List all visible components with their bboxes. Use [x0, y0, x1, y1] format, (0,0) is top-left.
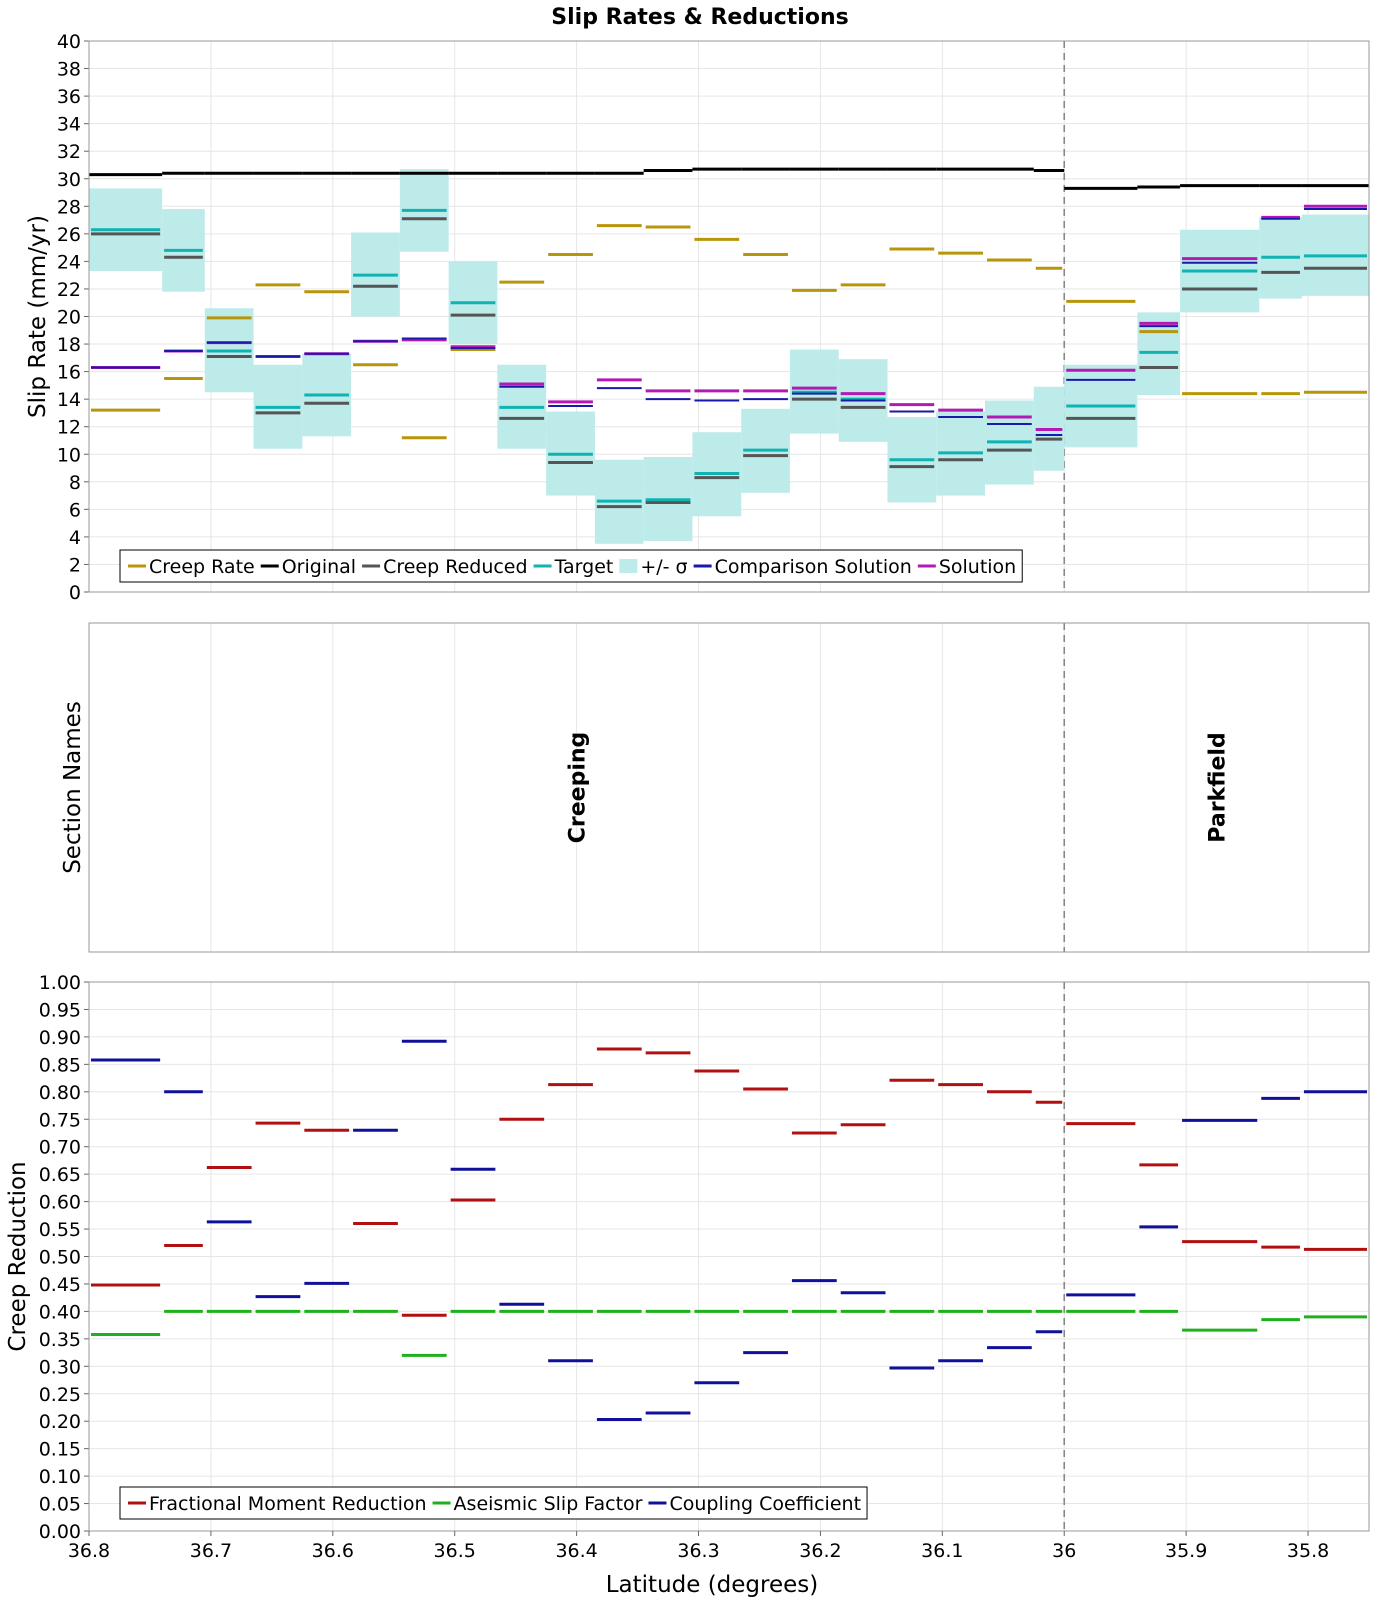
y-tick-label: 30 [57, 169, 81, 191]
y-tick-label: 0.95 [39, 999, 81, 1021]
y-tick-label: 0.05 [39, 1494, 81, 1516]
x-tick-label: 36.2 [799, 1540, 841, 1562]
x-tick-label: 36.4 [555, 1540, 597, 1562]
legend-entry: Aseismic Slip Factor [454, 1493, 643, 1515]
y-tick-label: 22 [57, 279, 81, 301]
y-tick-label: 0.60 [39, 1192, 81, 1214]
y-tick-label: 0.85 [39, 1054, 81, 1076]
plot-frame [88, 40, 1370, 593]
y-tick-label: 0.20 [39, 1411, 81, 1433]
legend-entry: Coupling Coefficient [669, 1493, 861, 1515]
x-tick-label: 36.5 [434, 1540, 476, 1562]
y-tick-label: 34 [57, 114, 81, 136]
legend-entry: Solution [939, 556, 1016, 578]
y-tick-label: 36 [57, 86, 81, 108]
y-tick-label: 0.30 [39, 1356, 81, 1378]
y-tick-label: 0.45 [39, 1274, 81, 1296]
plot-frame [88, 622, 1370, 953]
slip-rate-panel: 0246810121416182022242628303234363840Sli… [25, 31, 1370, 604]
x-tick-label: 36 [1052, 1540, 1076, 1562]
x-tick-label: 35.8 [1287, 1540, 1329, 1562]
chart-title: Slip Rates & Reductions [551, 5, 848, 30]
y-tick-label: 0.15 [39, 1439, 81, 1461]
legend-entry: Original [282, 556, 356, 578]
y-tick-label: 12 [57, 417, 81, 439]
y-tick-label: 0.25 [39, 1384, 81, 1406]
x-tick-label: 36.1 [921, 1540, 963, 1562]
y-tick-label: 0.80 [39, 1082, 81, 1104]
section-name-label: Parkfield [1206, 732, 1231, 842]
y-tick-label: 0.90 [39, 1027, 81, 1049]
y-tick-label: 0.65 [39, 1164, 81, 1186]
legend-entry: Creep Rate [149, 556, 255, 578]
y-tick-label: 16 [57, 362, 81, 384]
y-tick-label: 0.00 [39, 1521, 81, 1543]
y-tick-label: 26 [57, 224, 81, 246]
plot-frame [88, 981, 1370, 1532]
legend-box [119, 1486, 868, 1520]
x-tick-label: 36.6 [312, 1540, 354, 1562]
legend-swatch [619, 559, 638, 573]
legend: Fractional Moment Reduction Aseismic Slip… [119, 1486, 868, 1520]
y-tick-label: 0.70 [39, 1137, 81, 1159]
y-tick-label: 2 [69, 554, 81, 576]
y-tick-label: 0.40 [39, 1301, 81, 1323]
y-tick-label: 0 [69, 582, 81, 604]
y-tick-label: 0.10 [39, 1466, 81, 1488]
y-tick-label: 8 [69, 472, 81, 494]
creep-reduction-panel: 0.00 0.05 0.10 0.15 0.20 0.25 0.30 0.35 0.40 0.45… [5, 972, 1370, 1562]
section-names-panel: Section Names Creeping Parkfield [60, 622, 1370, 953]
y-tick-label: 0.35 [39, 1329, 81, 1351]
y-tick-label: 14 [57, 389, 81, 411]
y-tick-label: 32 [57, 141, 81, 163]
legend-entry: Comparison Solution [715, 556, 912, 578]
y-tick-label: 40 [57, 31, 81, 53]
x-tick-label: 35.9 [1165, 1540, 1207, 1562]
y-axis-title: Slip Rate (mm/yr) [25, 215, 51, 418]
y-tick-label: 18 [57, 334, 81, 356]
section-name-label: Creeping [566, 732, 591, 844]
legend-entry: Creep Reduced [383, 556, 527, 578]
legend-entry: Fractional Moment Reduction [149, 1493, 427, 1515]
legend-entry: Target [554, 556, 614, 578]
y-tick-label: 1.00 [39, 972, 81, 994]
y-tick-label: 0.55 [39, 1219, 81, 1241]
x-axis-title: Latitude (degrees) [606, 1572, 819, 1598]
y-tick-label: 24 [57, 251, 81, 273]
y-tick-label: 20 [57, 307, 81, 329]
y-tick-label: 28 [57, 196, 81, 218]
y-tick-label: 4 [69, 527, 81, 549]
y-tick-label: 38 [57, 59, 81, 81]
y-tick-label: 6 [69, 499, 81, 521]
y-tick-label: 0.75 [39, 1109, 81, 1131]
legend-entry: +/- σ [640, 556, 687, 578]
x-tick-label: 36.8 [68, 1540, 110, 1562]
y-axis-title: Section Names [60, 701, 86, 874]
legend: Creep Rate Original Creep Reduced Target +/-… [119, 549, 1023, 583]
y-tick-label: 0.50 [39, 1247, 81, 1269]
x-tick-label: 36.7 [190, 1540, 232, 1562]
y-axis-title: Creep Reduction [5, 1161, 31, 1351]
x-tick-label: 36.3 [677, 1540, 719, 1562]
y-tick-label: 10 [57, 444, 81, 466]
